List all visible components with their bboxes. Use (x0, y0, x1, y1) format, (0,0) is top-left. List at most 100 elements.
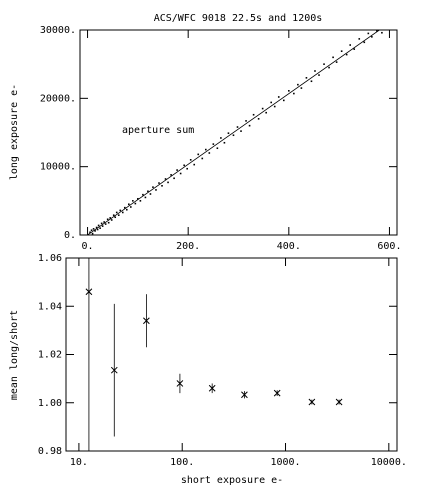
x-axis-label: short exposure e- (181, 475, 283, 486)
scatter-point (204, 148, 207, 151)
scatter-point (349, 44, 352, 46)
scatter-point (117, 214, 120, 216)
scatter-point (340, 50, 343, 52)
scatter-point (297, 83, 299, 86)
scatter-point (376, 30, 378, 32)
x-tick-label: 400. (277, 241, 301, 252)
data-point (143, 317, 150, 325)
scatter-point (89, 231, 91, 234)
scatter-point (123, 206, 126, 209)
scatter-point (96, 228, 99, 231)
scatter-point (167, 181, 169, 184)
scatter-point (371, 36, 373, 38)
data-point (176, 380, 184, 387)
scatter-point (97, 224, 100, 227)
scatter-point (104, 223, 107, 225)
scatter-point (112, 214, 115, 216)
scatter-point (236, 126, 239, 128)
plot-frame (79, 29, 398, 236)
scatter-point (107, 221, 110, 224)
scatter-point (220, 137, 222, 139)
scatter-point (381, 31, 383, 34)
scatter-point (282, 99, 285, 102)
scatter-point (227, 132, 230, 134)
scatter-point (201, 157, 204, 160)
x-tick-label: 600. (377, 241, 401, 252)
scatter-point (173, 177, 175, 180)
scatter-point (363, 41, 366, 44)
scatter-point (193, 163, 196, 166)
scatter-point (110, 219, 113, 221)
scatter-point (109, 217, 111, 219)
scatter-point (142, 193, 144, 196)
y-tick-label: 20000. (40, 93, 76, 104)
scatter-point (132, 200, 134, 202)
data-point (335, 398, 343, 406)
scatter-point (101, 225, 104, 227)
scatter-point (216, 147, 219, 150)
scatter-point (314, 70, 316, 72)
y-tick-label: 1.04 (38, 301, 62, 312)
y-tick-label: 10000. (40, 162, 76, 173)
scatter-point (149, 193, 152, 195)
y-tick-label: 0. (64, 230, 76, 241)
scatter-point (128, 203, 130, 206)
scatter-point (197, 153, 200, 156)
data-point (110, 366, 118, 374)
scatter-point (300, 87, 303, 89)
scatter-point (208, 152, 211, 154)
y-tick-label: 1.06 (38, 253, 62, 264)
scatter-point (245, 120, 247, 122)
scatter-point (179, 172, 182, 175)
y-axis-label: mean long/short (9, 310, 20, 400)
scatter-point (103, 221, 105, 223)
scatter-point (91, 232, 94, 235)
scatter-point (90, 229, 93, 232)
scatter-point (288, 90, 290, 92)
scatter-point (293, 92, 295, 95)
scatter-point (240, 130, 242, 132)
scatter-point (257, 118, 260, 120)
scatter-point (106, 218, 109, 221)
data-point (273, 389, 281, 397)
scatter-point (92, 228, 95, 230)
y-tick-label: 30000. (40, 25, 76, 36)
scatter-point (121, 211, 124, 214)
scatter-point (323, 63, 325, 65)
x-tick-label: 0. (82, 241, 94, 252)
scatter-point (277, 96, 280, 98)
x-tick-label: 1000. (270, 457, 300, 468)
scatter-point (114, 216, 117, 219)
scatter-point (125, 208, 128, 211)
data-point (241, 391, 248, 399)
scatter-point (367, 32, 370, 35)
scatter-point (164, 178, 167, 180)
scatter-point (170, 174, 172, 176)
plot-area (87, 30, 383, 235)
y-tick-label: 1.02 (38, 350, 62, 361)
scatter-point (358, 38, 361, 40)
scatter-point (261, 107, 264, 110)
data-point (85, 288, 93, 296)
scatter-point (265, 111, 267, 114)
scatter-point (99, 227, 101, 229)
x-tick-label: 10. (70, 457, 88, 468)
scatter-point (335, 61, 338, 63)
scatter-point (115, 211, 118, 214)
scatter-point (137, 197, 139, 200)
scatter-point (144, 196, 147, 199)
fit-line (87, 30, 380, 235)
scatter-point (95, 226, 98, 229)
scatter-point (345, 53, 348, 56)
y-tick-label: 1.00 (38, 398, 62, 409)
scatter-point (248, 124, 251, 127)
y-tick-label: 0.98 (38, 446, 62, 457)
data-point (208, 384, 216, 392)
scatter-point (186, 167, 188, 170)
plot-area (85, 258, 343, 451)
scatter-point (252, 113, 255, 116)
y-axis-label: long exposure e- (9, 84, 20, 180)
scatter-point (100, 222, 103, 225)
scatter-point (152, 186, 154, 188)
